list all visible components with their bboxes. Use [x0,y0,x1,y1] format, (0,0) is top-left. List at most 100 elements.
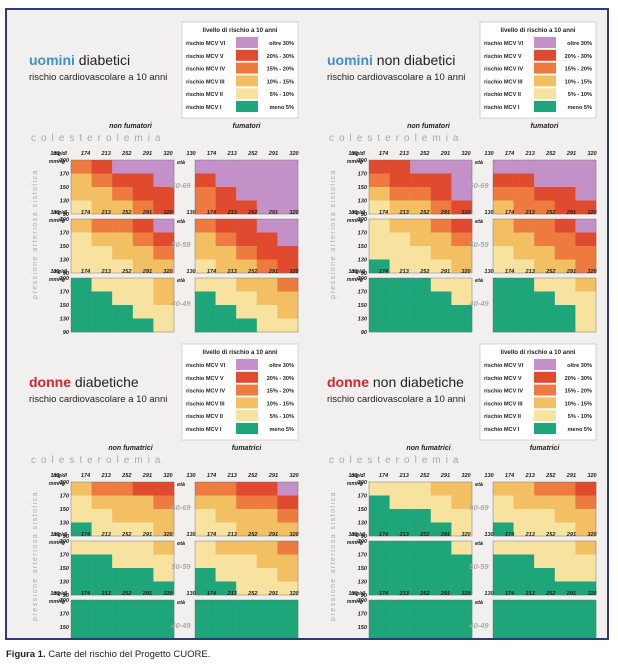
risk-cell-left [132,522,154,537]
panel-title-sex: uomini [29,52,75,68]
x-tick-right: 174 [505,591,515,597]
risk-cell-right [575,627,597,638]
y-unit-label: mmHg [49,218,66,224]
x-tick-left: 320 [461,269,471,275]
risk-cell-left [112,482,133,496]
legend-swatch [236,397,258,409]
panel-subtitle: rischio cardiovascolare a 10 anni [327,394,465,405]
grid-frame [70,540,175,596]
risk-cell-left [153,187,175,201]
risk-cell-left [153,305,175,319]
legend-range: oltre 30% [567,41,592,47]
risk-cell-right [513,259,535,274]
risk-cell-left [451,554,473,569]
x-tick-right: 291 [268,532,278,538]
risk-cell-left [153,246,175,260]
risk-cell-left [430,522,452,537]
grid-frame [194,540,299,596]
risk-cell-right [534,160,555,174]
risk-cell-right [575,581,597,596]
risk-cell-right [277,291,299,306]
risk-cell-right [554,581,576,596]
y-tick: 130 [60,580,70,586]
risk-cell-left [410,568,431,582]
y-tick: 200 [357,598,368,604]
risk-cell-left [410,613,431,628]
risk-cell-right [534,613,555,628]
risk-cell-left [91,291,113,306]
risk-cell-right [554,318,576,333]
risk-cell-left [71,219,92,233]
risk-cell-right [195,305,216,319]
risk-cell-left [369,246,390,260]
risk-cell-left [389,613,411,628]
x-tick-left: 130 [50,591,60,597]
risk-cell-right [256,541,278,555]
grid-frame [194,481,299,537]
risk-cell-right [195,291,216,306]
grid-frame [70,277,175,333]
risk-cell-left [369,219,390,233]
legend-swatch [534,37,556,48]
risk-cell-left [132,219,154,233]
risk-cell-right [534,627,555,638]
y-tick: 130 [60,258,70,264]
age-group-label: 40-49 [170,621,191,630]
risk-charts-frame: uomini diabetici rischio cardiovascolare … [5,8,609,640]
risk-cell-right [236,291,257,306]
x-tick-left: 130 [348,151,358,157]
x-tick-right: 252 [247,532,258,538]
risk-cell-left [410,259,431,274]
x-tick-right: 291 [566,591,576,597]
y-unit-label: mmHg [347,540,364,546]
x-tick-left: 213 [399,151,410,157]
risk-cell-right [513,246,535,260]
x-unit-label: mg/dl [351,269,365,275]
x-tick-right: 252 [247,473,258,479]
grid-frame [492,159,597,215]
grid-frame [368,218,473,274]
risk-cell-right [513,600,535,614]
risk-cell-left [91,568,113,582]
risk-cell-right [195,509,216,523]
age-group-label: 50-59 [171,240,191,249]
risk-cell-left [91,246,113,260]
legend-range: 5% - 10% [568,414,592,420]
y-tick: 200 [59,217,70,223]
y-unit-label: mmHg [49,159,66,165]
grid-frame [368,277,473,333]
legend-range: meno 5% [567,427,592,433]
x-tick-left: 130 [348,591,358,597]
risk-cell-left [112,568,133,582]
risk-cell-right [236,173,257,188]
risk-cell-right [493,187,514,201]
x-tick-left: 130 [348,532,358,538]
risk-cell-left [112,509,133,523]
col-header-left: non fumatrici [108,445,153,452]
risk-cell-left [132,627,154,638]
x-tick-right: 130 [186,151,196,157]
risk-cell-right [236,554,257,569]
risk-cell-right [277,541,299,555]
risk-cell-right [236,568,257,582]
risk-cell-left [430,200,452,215]
risk-cell-left [132,232,154,247]
risk-cell-right [554,187,576,201]
risk-cell-right [277,259,299,274]
risk-cell-right [277,554,299,569]
age-unit-label: età [475,160,483,166]
legend-swatch [236,384,258,396]
risk-cell-left [369,613,390,628]
legend-swatch [534,359,556,370]
legend-swatch [534,371,556,383]
risk-cell-left [132,541,154,555]
y-tick: 130 [60,317,70,323]
risk-cell-right [215,541,237,555]
legend-swatch [236,410,258,422]
x-tick-left: 174 [81,269,91,275]
risk-cell-left [451,581,473,596]
risk-cell-left [132,600,154,614]
risk-cell-right [236,219,257,233]
risk-cell-right [534,568,555,582]
x-tick-right: 320 [587,210,597,216]
